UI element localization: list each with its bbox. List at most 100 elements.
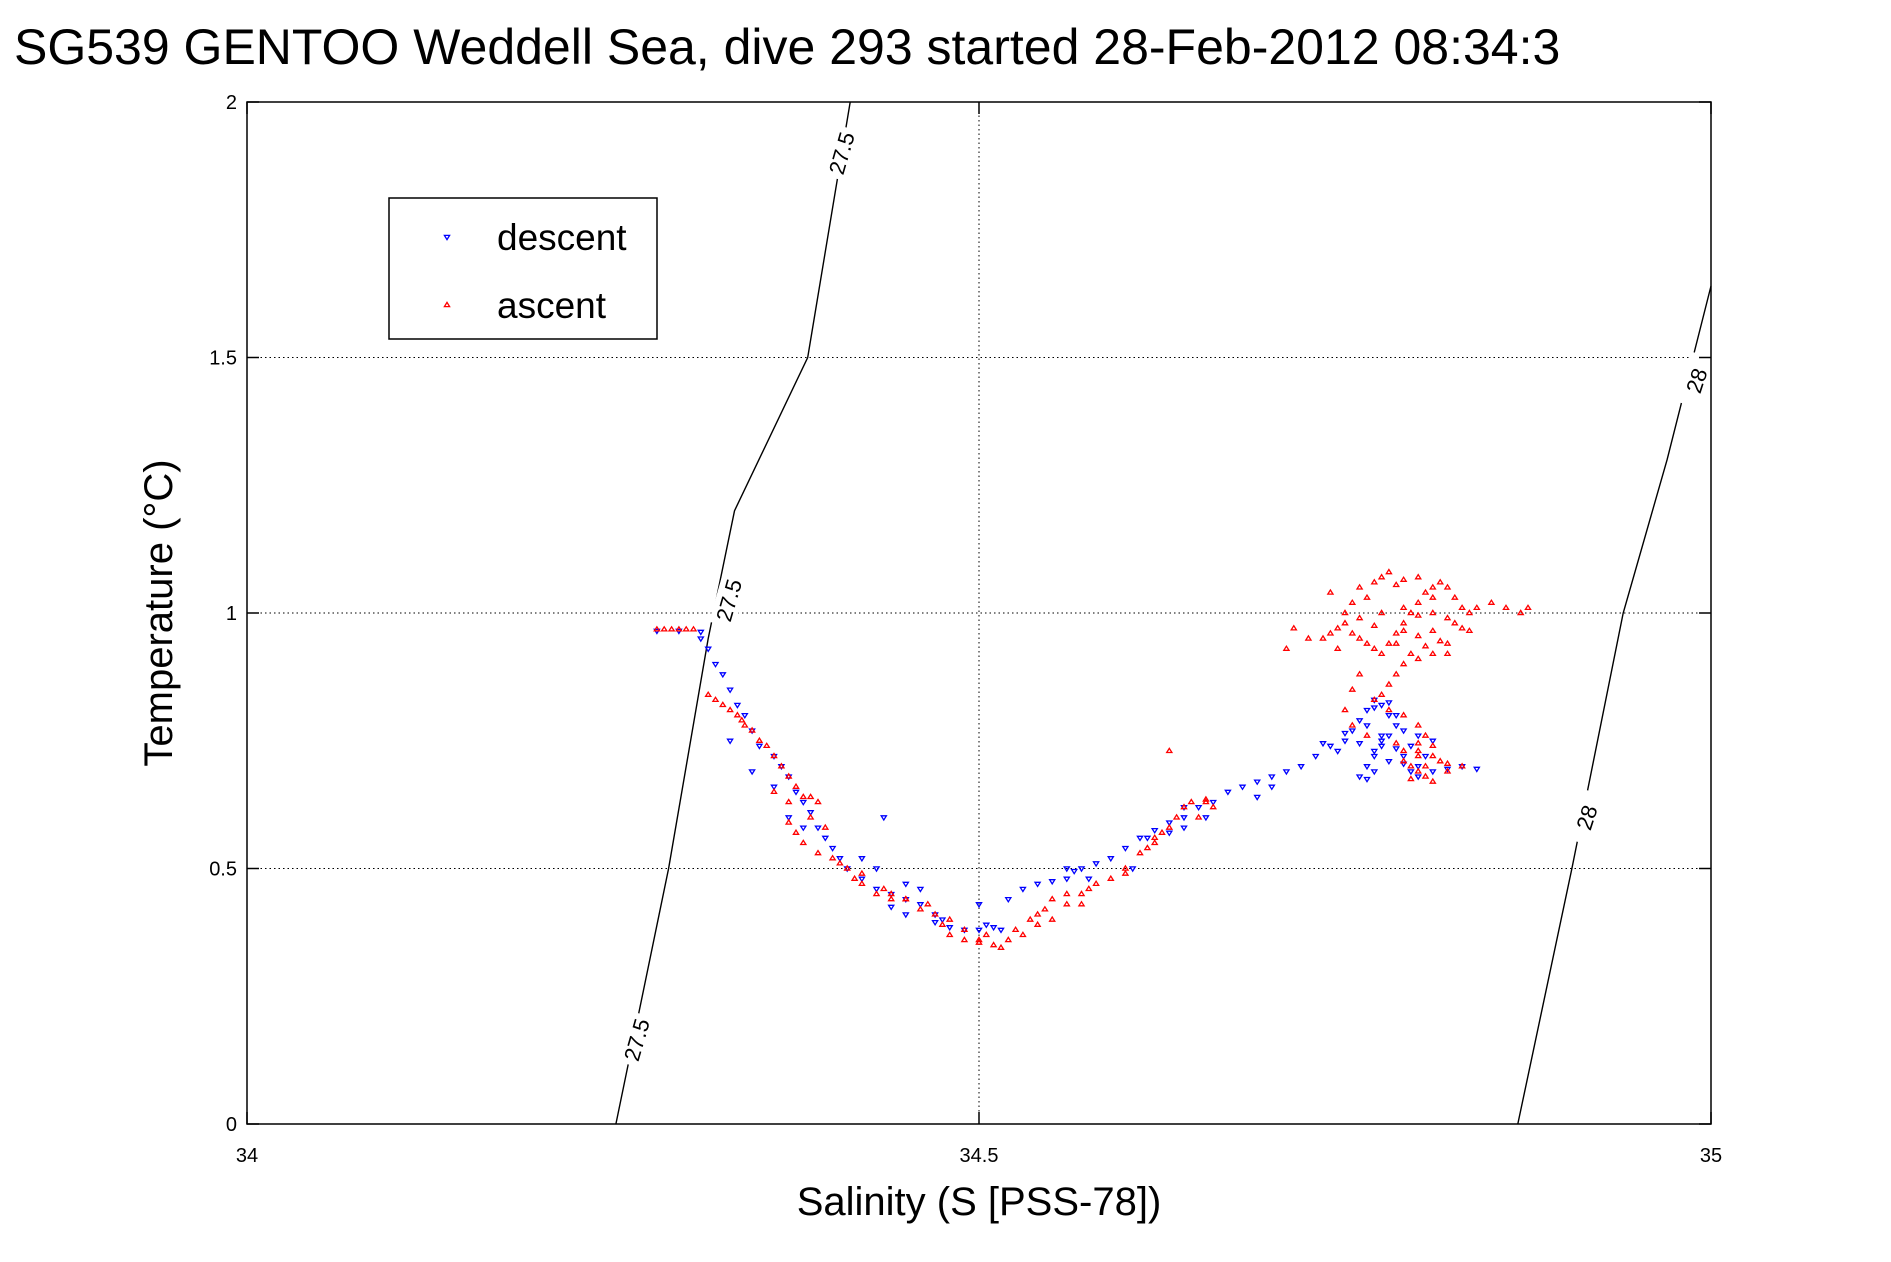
descent-point — [1348, 728, 1357, 735]
ascent-point — [1333, 644, 1342, 651]
descent-point — [1063, 876, 1071, 883]
ascent-point — [1085, 885, 1093, 892]
descent-point — [1355, 741, 1364, 748]
ascent-point — [1399, 711, 1408, 718]
ascent-point — [1399, 604, 1408, 611]
descent-point — [784, 815, 793, 822]
ascent-point — [1414, 573, 1422, 580]
x-tick-label: 34 — [236, 1145, 258, 1167]
ascent-point — [1019, 931, 1027, 938]
descent-point — [872, 866, 881, 873]
ascent-point — [1355, 634, 1364, 641]
ascent-point — [960, 925, 969, 933]
ascent-point — [1348, 685, 1357, 692]
ascent-point — [1407, 775, 1415, 782]
descent-point — [1385, 758, 1393, 766]
ascent-point — [1363, 593, 1371, 600]
ascent-point — [1399, 660, 1408, 667]
descent-point — [1268, 784, 1276, 791]
ascent-point — [1377, 609, 1386, 616]
ascent-point — [1377, 690, 1386, 697]
ascent-point — [828, 854, 837, 861]
descent-point — [858, 876, 866, 883]
descent-point — [1268, 774, 1276, 781]
ascent-point — [1011, 925, 1020, 933]
ascent-point — [711, 696, 720, 703]
ascent-point — [806, 813, 815, 820]
descent-point — [1209, 799, 1217, 806]
descent-point — [872, 886, 881, 893]
ascent-point — [1407, 762, 1415, 769]
y-tick-label: 0.5 — [209, 859, 237, 881]
descent-point — [1385, 733, 1393, 740]
descent-point — [1004, 896, 1013, 904]
descent-point — [1180, 825, 1188, 832]
ascent-point — [1429, 650, 1437, 657]
ascent-point — [1348, 721, 1357, 728]
ascent-point — [748, 726, 756, 733]
ascent-point — [1150, 839, 1159, 846]
ascent-point — [945, 931, 954, 938]
ascent-point — [997, 943, 1005, 950]
descent-point — [1033, 881, 1042, 888]
legend: descent ascent — [388, 197, 658, 340]
descent-point — [1077, 866, 1086, 873]
descent-point — [1202, 815, 1210, 822]
legend-label-ascent: ascent — [497, 285, 607, 326]
contour-label-background — [616, 1011, 657, 1069]
descent-point — [704, 646, 712, 653]
ascent-point — [1429, 752, 1437, 759]
ascent-point — [1363, 639, 1371, 646]
descent-point — [697, 629, 705, 636]
ascent-point — [1451, 619, 1459, 626]
descent-point — [1370, 769, 1379, 776]
ascent-point — [1421, 731, 1430, 738]
ascent-point — [1158, 828, 1166, 835]
ascent-point — [1436, 637, 1444, 644]
ascent-point — [1209, 803, 1217, 810]
descent-point — [1363, 764, 1371, 771]
descent-point — [806, 810, 815, 817]
ascent-point — [1033, 920, 1042, 927]
ascent-point — [814, 849, 822, 856]
ascent-point — [1414, 721, 1422, 728]
ascent-point — [1473, 604, 1481, 611]
descent-point — [1414, 733, 1422, 740]
ascent-point — [1399, 575, 1408, 582]
descent-point — [1385, 712, 1393, 720]
x-tick-label: 35 — [1700, 1145, 1722, 1167]
ascent-point — [1392, 629, 1400, 636]
descent-point — [1392, 723, 1400, 730]
descent-point — [1407, 743, 1415, 750]
descent-point — [982, 922, 991, 929]
descent-point — [1282, 769, 1291, 776]
ascent-point — [1341, 609, 1349, 616]
ascent-point — [784, 798, 793, 805]
descent-point — [1136, 835, 1144, 842]
ascent-point — [1385, 568, 1393, 575]
ascent-point — [1048, 895, 1056, 902]
legend-box — [388, 197, 658, 340]
ascent-point — [1385, 706, 1393, 713]
ascent-point — [1077, 890, 1086, 897]
ascent-point — [821, 823, 830, 830]
ascent-point — [784, 818, 793, 825]
ascent-point — [792, 782, 800, 789]
ascent-point — [1414, 632, 1422, 639]
ascent-point — [1392, 581, 1400, 588]
ascent-point — [799, 793, 808, 800]
descent-point — [1370, 748, 1379, 755]
ascent-point — [1136, 849, 1144, 856]
descent-point — [1429, 738, 1437, 745]
ascent-point — [1458, 604, 1466, 611]
ascent-point — [1143, 844, 1152, 851]
ascent-point — [1421, 762, 1430, 769]
descent-point — [880, 815, 888, 822]
ascent-point — [1421, 772, 1430, 779]
ascent-point — [1429, 627, 1437, 634]
y-tick-label: 0 — [226, 1114, 237, 1136]
descent-point — [858, 856, 866, 863]
descent-point — [997, 927, 1005, 934]
descent-point — [1392, 712, 1400, 720]
ascent-point — [982, 931, 991, 938]
